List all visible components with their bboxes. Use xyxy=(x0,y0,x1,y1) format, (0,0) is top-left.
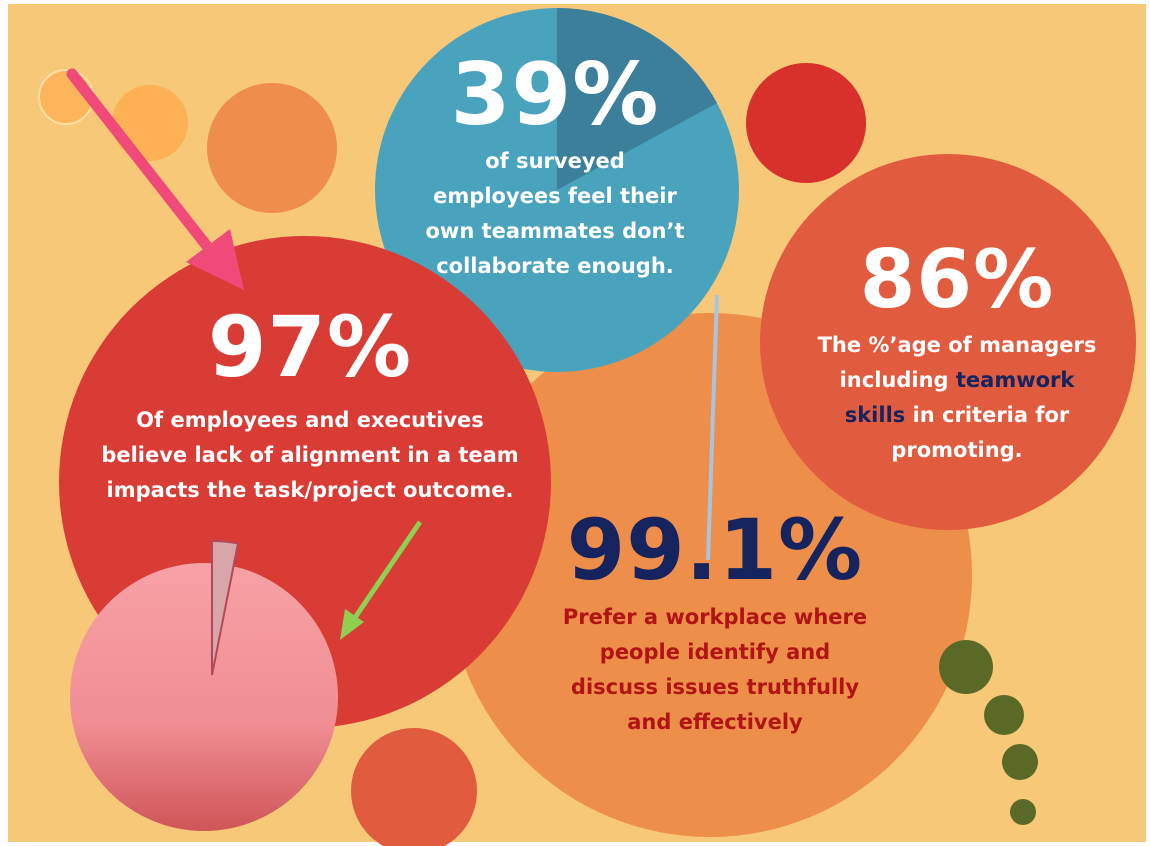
stat-86-value: 86% xyxy=(859,233,1055,326)
stat-991: 99.1% Prefer a workplace where people id… xyxy=(550,508,880,740)
decor-dot-green-2 xyxy=(984,695,1024,735)
decor-dot-green-1 xyxy=(939,640,993,694)
stat-39: 39% of surveyed employees feel their own… xyxy=(400,52,710,284)
arrow-down-left-icon xyxy=(340,520,423,640)
decor-circle-red xyxy=(746,63,866,183)
stat-86-description-after: in criteria for promoting. xyxy=(891,403,1070,462)
needle-line xyxy=(706,294,719,561)
circle-stat-86 xyxy=(760,154,1136,530)
stat-86-description-highlight: teamwork skills xyxy=(844,368,1075,427)
arrow-down-right-icon xyxy=(66,68,244,290)
stat-991-description: Prefer a workplace where people identify… xyxy=(562,605,868,734)
stat-991-value: 99.1% xyxy=(566,501,864,599)
stat-39-value: 39% xyxy=(450,45,660,145)
decor-dot-green-4 xyxy=(1010,799,1036,825)
stat-97: 97% Of employees and executives believe … xyxy=(95,305,525,508)
stat-86: 86% The %’age of managers including team… xyxy=(812,240,1102,468)
stat-97-value: 97% xyxy=(207,298,413,396)
pie-chart-icon xyxy=(70,539,338,831)
decor-circle-bottom xyxy=(351,728,477,846)
circle-stat-39 xyxy=(375,7,739,372)
stat-86-description-before: The %’age of managers including xyxy=(817,333,1097,392)
decor-dot-green-3 xyxy=(1002,744,1038,780)
stat-97-description: Of employees and executives believe lack… xyxy=(101,408,519,502)
decor-circle-orange xyxy=(207,83,337,213)
decor-circle-small-2 xyxy=(112,85,188,161)
stat-39-description: of surveyed employees feel their own tea… xyxy=(425,149,685,278)
stat-86-description: The %’age of managers including teamwork… xyxy=(812,328,1102,468)
